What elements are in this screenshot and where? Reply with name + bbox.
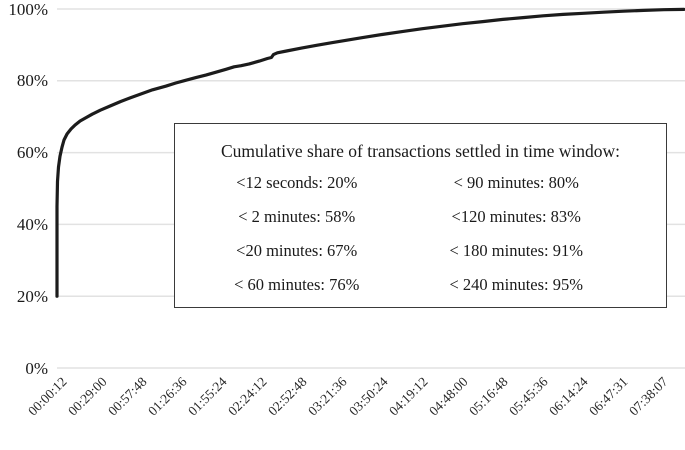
annotation-entry-right: < 90 minutes: 80% bbox=[453, 173, 579, 192]
annotation-entry-left: <20 minutes: 67% bbox=[236, 241, 358, 260]
cdf-curve bbox=[55, 7, 685, 298]
y-axis-tick-label: 20% bbox=[16, 286, 48, 306]
y-axis-tick-label: 60% bbox=[16, 143, 48, 163]
settlement-time-cdf-chart: 100% 80% 60% 40% 20% 0% 00:00:12 00:29:00 00:57… bbox=[8, 0, 685, 419]
annotation-box: Cumulative share of transactions settled… bbox=[174, 123, 667, 308]
y-axis-tick-label: 100% bbox=[8, 0, 48, 19]
annotation-entry-right: < 180 minutes: 91% bbox=[449, 241, 583, 260]
annotation-entry-right: < 240 minutes: 95% bbox=[449, 275, 583, 294]
annotation-title: Cumulative share of transactions settled… bbox=[220, 141, 620, 161]
annotation-entry-left: <12 seconds: 20% bbox=[236, 173, 358, 192]
y-axis-tick-label: 0% bbox=[25, 358, 48, 378]
annotation-entry-left: < 2 minutes: 58% bbox=[238, 207, 356, 226]
annotation-entry-right: <120 minutes: 83% bbox=[451, 207, 581, 226]
annotation-entries: <12 seconds: 20% < 90 minutes: 80% < 2 min… bbox=[187, 174, 654, 294]
y-axis-tick-label: 40% bbox=[16, 214, 48, 234]
annotation-entry-left: < 60 minutes: 76% bbox=[234, 275, 360, 294]
y-axis-tick-label: 80% bbox=[16, 71, 48, 91]
